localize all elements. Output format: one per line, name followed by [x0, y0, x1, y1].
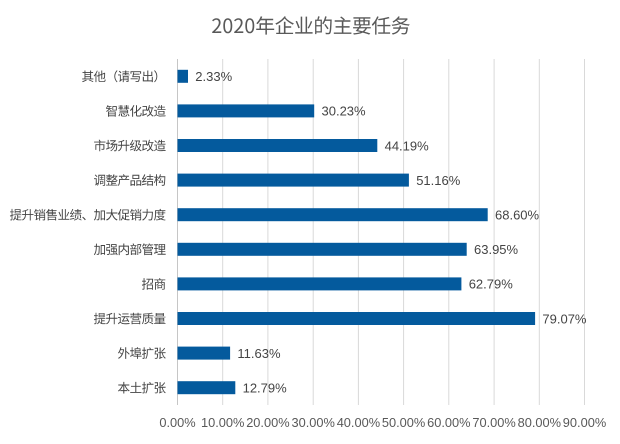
- svg-text:11.63%: 11.63%: [237, 346, 281, 361]
- svg-text:62.79%: 62.79%: [469, 277, 514, 292]
- svg-text:40.00%: 40.00%: [337, 415, 380, 430]
- svg-text:70.00%: 70.00%: [472, 415, 515, 430]
- svg-text:63.95%: 63.95%: [474, 242, 519, 257]
- svg-text:30.23%: 30.23%: [322, 104, 367, 119]
- svg-text:90.00%: 90.00%: [563, 415, 606, 430]
- svg-text:2.33%: 2.33%: [195, 69, 232, 84]
- svg-text:60.00%: 60.00%: [427, 415, 470, 430]
- svg-text:12.79%: 12.79%: [243, 380, 288, 395]
- svg-text:68.60%: 68.60%: [495, 207, 540, 222]
- svg-text:20.00%: 20.00%: [246, 415, 289, 430]
- svg-text:44.19%: 44.19%: [385, 138, 430, 153]
- svg-text:30.00%: 30.00%: [291, 415, 334, 430]
- svg-text:79.07%: 79.07%: [542, 311, 587, 326]
- svg-text:50.00%: 50.00%: [382, 415, 425, 430]
- svg-text:10.00%: 10.00%: [201, 415, 244, 430]
- svg-text:80.00%: 80.00%: [518, 415, 561, 430]
- svg-text:0.00%: 0.00%: [159, 415, 195, 430]
- svg-text:51.16%: 51.16%: [416, 173, 461, 188]
